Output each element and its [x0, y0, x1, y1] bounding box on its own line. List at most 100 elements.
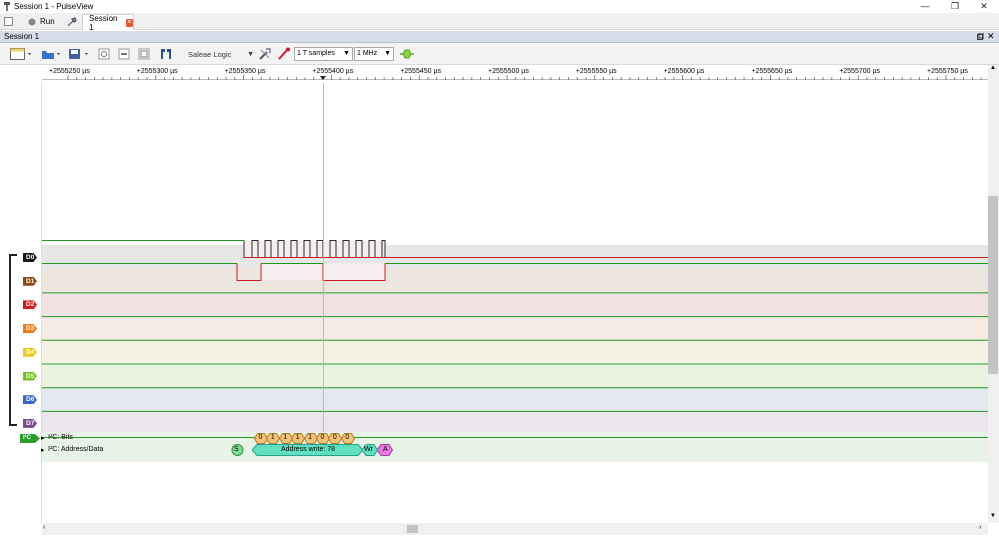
- ruler-tick-label: +2555400 µs: [312, 68, 353, 75]
- window-title: Session 1 - PulseView: [14, 2, 94, 11]
- restore-button[interactable]: ❐: [950, 1, 960, 11]
- save-file-icon[interactable]: [66, 46, 92, 62]
- decoder-bits-label: I²C: Bits: [48, 434, 73, 441]
- sample-count-dropdown-icon: ▼: [343, 50, 350, 57]
- bit-annotation-label: 0: [320, 434, 325, 441]
- samplerate-select[interactable]: 1 MHz ▼: [354, 47, 394, 61]
- new-view-icon[interactable]: [8, 46, 34, 62]
- channel-lane: [42, 316, 988, 340]
- open-file-icon[interactable]: [40, 46, 64, 62]
- device-label: Saleae Logic: [188, 49, 232, 59]
- channel-label[interactable]: D2: [23, 300, 37, 310]
- channel-label[interactable]: D3: [23, 324, 37, 334]
- channel-lane: [42, 292, 988, 317]
- address-annotation-label: Address write: 78: [281, 446, 336, 453]
- ruler-tick-label: +2555700 µs: [839, 68, 880, 75]
- channel-label[interactable]: D5: [23, 371, 37, 381]
- channel-label[interactable]: D4: [23, 347, 37, 357]
- channel-lane: [42, 363, 988, 388]
- close-window-button[interactable]: ✕: [980, 1, 988, 11]
- bit-annotation-label: 1: [295, 434, 300, 441]
- cursor-icon[interactable]: [158, 46, 174, 62]
- ruler-tick-label: +2555250 µs: [49, 68, 90, 75]
- probe-config-icon[interactable]: [276, 46, 292, 62]
- time-ruler[interactable]: +2555250 µs +2555300 µs +2555350 µs +255540…: [42, 65, 988, 83]
- vertical-scroll-thumb[interactable]: [988, 196, 998, 374]
- device-dropdown-icon: ▼: [247, 50, 254, 58]
- decoder-address-lane: [42, 444, 988, 462]
- channel-lane: [42, 387, 988, 411]
- close-tab-icon[interactable]: ×: [125, 18, 133, 27]
- device-config-icon[interactable]: [257, 46, 273, 62]
- bit-annotation-label: 1: [270, 434, 275, 441]
- run-label: Run: [40, 17, 55, 26]
- zoom-fit-icon[interactable]: [137, 46, 151, 62]
- header-divider: [41, 83, 42, 523]
- decoder-address-label: I²C: Address/Data: [48, 446, 104, 453]
- bit-annotation-shape: [340, 433, 355, 444]
- scroll-left-icon[interactable]: ‹: [43, 524, 46, 531]
- horizontal-scrollbar[interactable]: ‹ ›: [42, 523, 988, 535]
- scroll-up-icon[interactable]: ▲: [990, 65, 996, 71]
- samplerate-dropdown-icon: ▼: [384, 50, 391, 57]
- decoder-address-expand-icon[interactable]: ▸: [41, 447, 45, 454]
- sample-count-select[interactable]: 1 T samples ▼: [294, 47, 353, 61]
- scroll-right-icon[interactable]: ›: [979, 524, 982, 531]
- decoder-bits-line: [42, 437, 988, 438]
- toolbar: Saleae Logic ▼ 1 T samples ▼ 1 MHz ▼: [0, 43, 999, 65]
- device-selector[interactable]: Saleae Logic ▼: [188, 46, 254, 62]
- undock-icon[interactable]: [977, 33, 984, 40]
- zoom-in-icon[interactable]: [97, 46, 111, 62]
- sample-count-value: 1 T samples: [297, 50, 335, 57]
- d0-activity-fill: [244, 240, 386, 258]
- ruler-tick-label: +2555750 µs: [927, 68, 968, 75]
- ack-annotation-shape: [377, 444, 393, 456]
- session-title: Session 1: [4, 32, 40, 41]
- session-header: Session 1 ✕: [0, 31, 999, 43]
- main-tab-bar: Run Session 1 ×: [0, 13, 999, 32]
- ruler-tick-label: +2555650 µs: [751, 68, 792, 75]
- app-icon: [4, 2, 10, 11]
- decoder-bits-expand-icon[interactable]: ▸: [41, 435, 45, 442]
- ruler-tick-label: +2555350 µs: [225, 68, 266, 75]
- channel-lane: [42, 339, 988, 364]
- channel-label[interactable]: D7: [23, 418, 37, 428]
- channel-lane: [42, 410, 988, 435]
- run-button[interactable]: Run: [28, 14, 64, 29]
- bit-annotation-label: 0: [258, 434, 263, 441]
- ruler-tick-label: +2555600 µs: [664, 68, 705, 75]
- bit-annotation-label: 1: [283, 434, 288, 441]
- channel-label[interactable]: D1: [23, 276, 37, 286]
- start-condition-marker: [231, 444, 244, 456]
- d1-low-a: [236, 263, 262, 281]
- zoom-out-icon[interactable]: [117, 46, 131, 62]
- ack-annotation-label: A: [383, 446, 388, 453]
- decoder-bits-lane: [42, 432, 988, 444]
- new-session-icon[interactable]: [4, 14, 16, 29]
- title-bar: Session 1 - PulseView — ❐ ✕: [0, 0, 999, 13]
- settings-wrench-icon[interactable]: [67, 14, 79, 29]
- bit-annotation-label: 1: [308, 434, 312, 441]
- write-annotation-label: Wr: [364, 446, 373, 453]
- close-session-icon[interactable]: ✕: [987, 31, 995, 41]
- d1-activity-fill-b: [323, 263, 385, 281]
- ruler-tick-label: +2555550 µs: [576, 68, 617, 75]
- decoder-badge[interactable]: I²C: [20, 434, 40, 443]
- channel-label[interactable]: D6: [23, 395, 37, 405]
- horizontal-scroll-thumb[interactable]: [407, 525, 418, 533]
- ruler-baseline: [42, 79, 988, 80]
- bit-annotation-label: 0: [332, 434, 337, 441]
- ruler-tick-label: +2555500 µs: [488, 68, 529, 75]
- tab-session-1[interactable]: Session 1 ×: [82, 14, 134, 32]
- run-icon: [28, 18, 36, 25]
- add-decoder-icon[interactable]: [399, 46, 415, 62]
- start-condition-label: S: [234, 446, 239, 453]
- ruler-tick-label: +2555300 µs: [137, 68, 178, 75]
- minimize-button[interactable]: —: [920, 1, 930, 11]
- scroll-down-icon[interactable]: ▼: [990, 513, 996, 519]
- ruler-tick-label: +2555450 µs: [400, 68, 441, 75]
- cursor-marker-icon[interactable]: [320, 76, 326, 80]
- channel-label[interactable]: D0: [23, 253, 37, 262]
- channel-group-bracket: [9, 254, 17, 426]
